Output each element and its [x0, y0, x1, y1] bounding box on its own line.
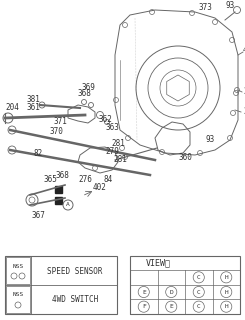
- Bar: [5, 256, 117, 314]
- Text: H: H: [224, 290, 228, 294]
- Bar: [55, 197, 62, 204]
- Bar: [6, 257, 30, 284]
- Text: 360: 360: [178, 154, 192, 163]
- Text: 93: 93: [205, 135, 215, 145]
- Text: 367: 367: [31, 211, 45, 220]
- Text: VIEWⒶ: VIEWⒶ: [146, 259, 171, 268]
- Text: 281: 281: [111, 139, 125, 148]
- Bar: [130, 256, 240, 314]
- Text: 40(C): 40(C): [243, 47, 245, 53]
- Text: 361: 361: [26, 103, 40, 113]
- Text: F: F: [142, 304, 146, 309]
- Text: 368: 368: [55, 172, 69, 180]
- Text: 93: 93: [225, 2, 235, 11]
- Text: 279: 279: [105, 148, 119, 156]
- Text: 369: 369: [81, 83, 95, 92]
- Text: SPEED SENSOR: SPEED SENSOR: [47, 267, 103, 276]
- Text: E: E: [142, 290, 146, 294]
- Text: 276: 276: [78, 175, 92, 185]
- Text: 402: 402: [93, 183, 107, 193]
- Text: A: A: [66, 203, 70, 207]
- Text: C: C: [197, 275, 201, 280]
- Text: 363: 363: [105, 124, 119, 132]
- Bar: [6, 286, 30, 313]
- Text: 362: 362: [98, 116, 112, 124]
- Text: 368: 368: [77, 90, 91, 99]
- Text: 365: 365: [43, 175, 57, 185]
- Text: H: H: [224, 304, 228, 309]
- Text: C: C: [197, 304, 201, 309]
- Text: 204: 204: [5, 103, 19, 113]
- Text: 370: 370: [49, 127, 63, 137]
- Text: 4WD SWITCH: 4WD SWITCH: [52, 294, 98, 303]
- Text: 82: 82: [33, 148, 43, 157]
- Text: 26: 26: [243, 86, 245, 95]
- Text: 371: 371: [53, 117, 67, 126]
- Text: 373: 373: [198, 4, 212, 12]
- Text: H: H: [224, 275, 228, 280]
- Text: 84: 84: [103, 175, 113, 185]
- Text: D: D: [169, 290, 173, 294]
- Bar: [55, 186, 62, 193]
- Text: 28: 28: [243, 107, 245, 116]
- Text: E: E: [169, 304, 173, 309]
- Text: 281: 281: [113, 156, 127, 164]
- Text: NSS: NSS: [12, 292, 24, 297]
- Text: NSS: NSS: [12, 263, 24, 268]
- Text: C: C: [197, 290, 201, 294]
- Text: 381: 381: [26, 95, 40, 105]
